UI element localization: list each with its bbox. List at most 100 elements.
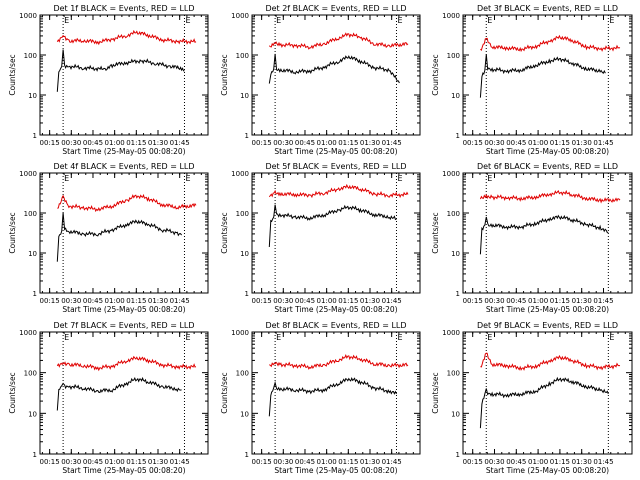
x-tick-label: 01:30 — [360, 297, 380, 305]
x-tick-label: 01:00 — [528, 139, 548, 147]
x-tick-label: 01:30 — [572, 139, 592, 147]
event-marker-label: E — [185, 16, 190, 25]
panel-det-2: Det 2f BLACK = Events, RED = LLD 1 10 100 10… — [220, 4, 421, 156]
x-axis-label: Start Time (25-May-05 00:08:20) — [486, 305, 609, 314]
x-tick-label: 00:45 — [295, 297, 315, 305]
x-axis-label: Start Time (25-May-05 00:08:20) — [62, 147, 185, 156]
x-tick-label: 00:30 — [484, 458, 504, 466]
y-tick-label: 1000 — [442, 12, 460, 20]
y-tick-label: 100 — [236, 52, 249, 60]
panel-det-6: Det 6f BLACK = Events, RED = LLD 1 10 100 10… — [431, 162, 633, 314]
x-tick-label: 01:00 — [105, 297, 125, 305]
x-axis-label: Start Time (25-May-05 00:08:20) — [274, 305, 397, 314]
x-tick-label: 01:30 — [360, 458, 380, 466]
series-events — [479, 376, 609, 429]
event-marker-label: E — [609, 174, 614, 183]
series-events — [268, 204, 397, 248]
plot-frame — [39, 172, 209, 294]
x-tick-label: 01:45 — [382, 458, 402, 466]
event-marker-label: E — [185, 333, 190, 342]
x-tick-label: 01:15 — [126, 458, 146, 466]
event-marker-label: E — [64, 174, 69, 183]
x-tick-label: 01:30 — [148, 458, 168, 466]
panel-title: Det 6f BLACK = Events, RED = LLD — [477, 162, 618, 171]
y-tick-label: 10 — [28, 410, 37, 418]
x-tick-label: 01:00 — [317, 297, 337, 305]
x-tick-label: 01:30 — [572, 458, 592, 466]
y-tick-label: 1 — [456, 132, 460, 140]
x-tick-label: 00:30 — [61, 458, 81, 466]
x-tick-label: 01:00 — [105, 458, 125, 466]
x-tick-label: 01:15 — [338, 139, 358, 147]
event-marker-label: E — [397, 16, 402, 25]
x-tick-label: 00:30 — [61, 297, 81, 305]
y-tick-label: 1 — [456, 451, 460, 459]
x-tick-label: 01:15 — [550, 297, 570, 305]
x-axis-label: Start Time (25-May-05 00:08:20) — [274, 147, 397, 156]
event-marker-label: E — [487, 174, 492, 183]
panel-title: Det 1f BLACK = Events, RED = LLD — [53, 4, 194, 13]
x-tick-label: 00:30 — [273, 458, 293, 466]
panel-det-4: Det 4f BLACK = Events, RED = LLD 1 10 100 10… — [8, 162, 209, 314]
y-axis-label: Counts/sec — [431, 212, 440, 253]
plot-frame — [39, 331, 209, 455]
x-tick-label: 00:15 — [252, 458, 272, 466]
panel-det-9: Det 9f BLACK = Events, RED = LLD 1 10 100 10… — [431, 321, 633, 475]
plot-frame — [251, 331, 421, 455]
y-tick-label: 1000 — [19, 12, 37, 20]
series-lld — [268, 32, 409, 50]
y-tick-label: 10 — [451, 250, 460, 258]
x-tick-label: 01:45 — [593, 139, 613, 147]
y-tick-label: 1 — [245, 451, 249, 459]
y-tick-label: 100 — [447, 52, 460, 60]
x-tick-label: 01:00 — [105, 139, 125, 147]
x-tick-label: 00:30 — [484, 297, 504, 305]
panel-det-7: Det 7f BLACK = Events, RED = LLD 1 10 100 10… — [8, 321, 209, 475]
x-tick-label: 00:45 — [83, 297, 103, 305]
y-tick-label: 1000 — [231, 170, 249, 178]
plot-frame — [462, 172, 633, 294]
y-tick-label: 10 — [240, 92, 249, 100]
y-tick-label: 100 — [24, 52, 37, 60]
y-tick-label: 1000 — [442, 170, 460, 178]
series-lld — [57, 193, 197, 213]
x-tick-label: 00:15 — [252, 139, 272, 147]
x-tick-label: 01:30 — [572, 297, 592, 305]
panel-det-5: Det 5f BLACK = Events, RED = LLD 1 10 100 10… — [220, 162, 421, 314]
x-tick-label: 01:15 — [338, 297, 358, 305]
panel-title: Det 8f BLACK = Events, RED = LLD — [265, 321, 406, 330]
event-marker-label: E — [64, 16, 69, 25]
event-marker-label: E — [276, 16, 281, 25]
x-tick-label: 00:30 — [484, 139, 504, 147]
panel-title: Det 5f BLACK = Events, RED = LLD — [265, 162, 406, 171]
x-tick-label: 00:45 — [506, 458, 526, 466]
y-axis-label: Counts/sec — [8, 212, 17, 253]
series-events — [56, 49, 185, 92]
y-tick-label: 100 — [236, 210, 249, 218]
panel-det-1: Det 1f BLACK = Events, RED = LLD 1 10 100 10… — [8, 4, 209, 156]
y-tick-label: 1000 — [19, 170, 37, 178]
y-tick-label: 1000 — [442, 329, 460, 337]
y-axis-label: Counts/sec — [8, 372, 17, 413]
event-marker-label: E — [276, 333, 281, 342]
x-tick-label: 01:15 — [126, 139, 146, 147]
x-tick-label: 00:45 — [295, 139, 315, 147]
y-tick-label: 100 — [447, 210, 460, 218]
y-tick-label: 1 — [456, 290, 460, 298]
x-tick-label: 01:00 — [528, 297, 548, 305]
x-tick-label: 00:15 — [463, 458, 483, 466]
y-tick-label: 1 — [245, 132, 249, 140]
x-tick-label: 00:30 — [61, 139, 81, 147]
y-tick-label: 1 — [33, 290, 37, 298]
event-marker-label: E — [397, 174, 402, 183]
y-axis-label: Counts/sec — [431, 54, 440, 95]
x-tick-label: 00:15 — [40, 458, 60, 466]
event-marker-label: E — [64, 333, 69, 342]
series-events — [479, 214, 609, 255]
series-events — [479, 54, 606, 98]
y-axis-label: Counts/sec — [220, 54, 229, 95]
x-tick-label: 01:45 — [170, 139, 190, 147]
x-tick-label: 01:45 — [382, 297, 402, 305]
x-tick-label: 01:30 — [360, 139, 380, 147]
